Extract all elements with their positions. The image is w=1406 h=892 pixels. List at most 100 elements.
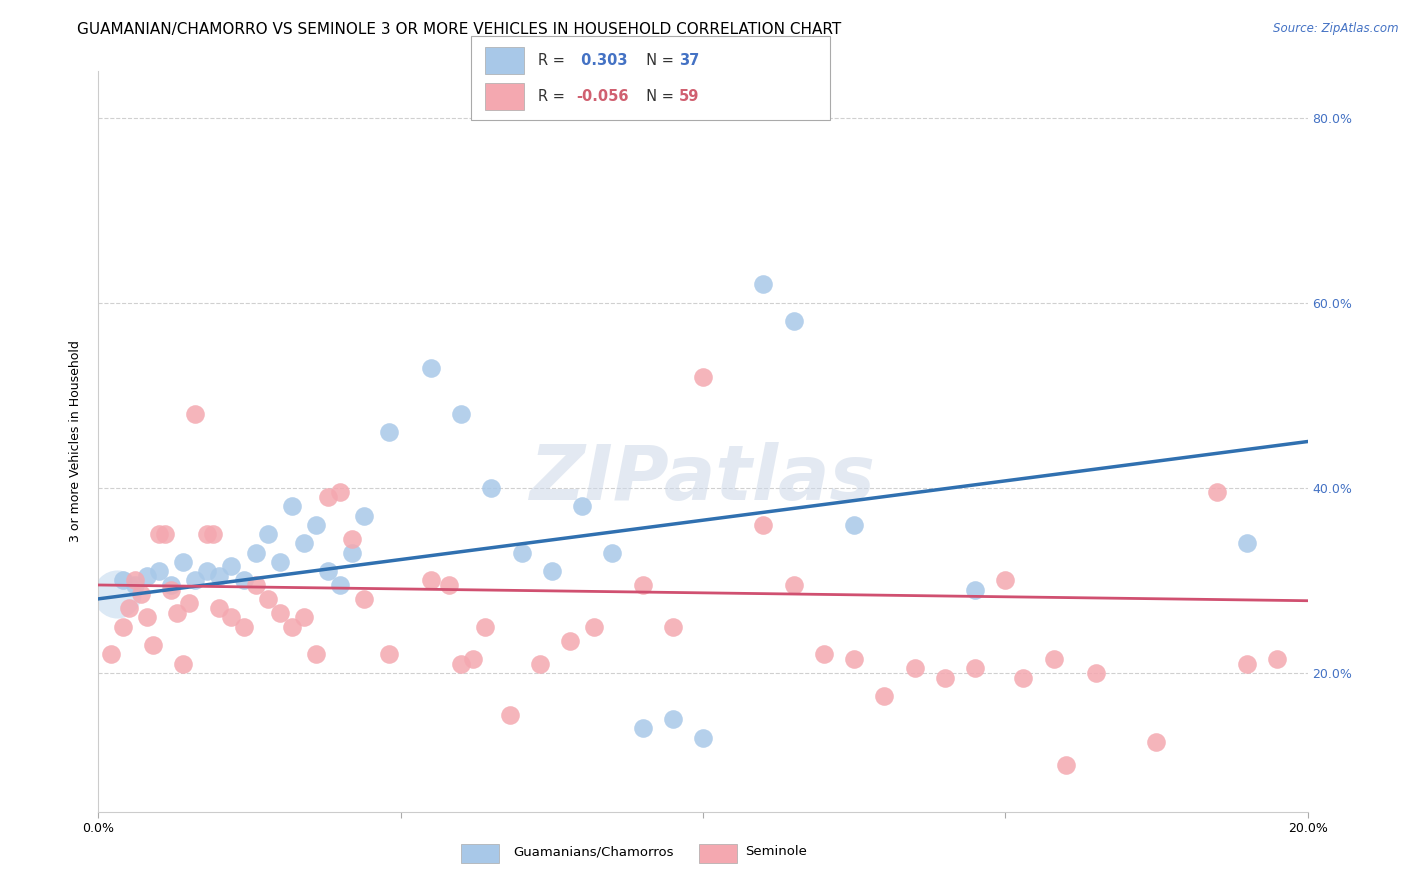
Point bbox=[269, 606, 291, 620]
Point bbox=[450, 407, 472, 421]
Text: 59: 59 bbox=[679, 89, 699, 103]
Point bbox=[752, 277, 775, 292]
Text: 37: 37 bbox=[679, 54, 699, 68]
Point bbox=[540, 564, 562, 578]
Point bbox=[142, 638, 165, 652]
Point bbox=[1042, 652, 1064, 666]
Text: N =: N = bbox=[637, 54, 679, 68]
Point bbox=[353, 591, 375, 606]
Point bbox=[844, 517, 866, 532]
Point bbox=[184, 407, 207, 421]
Text: GUAMANIAN/CHAMORRO VS SEMINOLE 3 OR MORE VEHICLES IN HOUSEHOLD CORRELATION CHART: GUAMANIAN/CHAMORRO VS SEMINOLE 3 OR MORE… bbox=[77, 22, 842, 37]
Point bbox=[783, 578, 806, 592]
Point bbox=[124, 574, 146, 588]
Point bbox=[463, 652, 485, 666]
Point bbox=[305, 517, 328, 532]
Point bbox=[474, 619, 496, 633]
Point bbox=[692, 369, 714, 384]
Point bbox=[329, 578, 352, 592]
Point bbox=[558, 633, 581, 648]
Point bbox=[245, 578, 267, 592]
Point bbox=[631, 578, 654, 592]
Point bbox=[305, 648, 328, 662]
Point bbox=[1236, 657, 1258, 671]
Point bbox=[269, 555, 291, 569]
Point bbox=[420, 360, 443, 375]
Point bbox=[813, 648, 835, 662]
Point bbox=[437, 578, 460, 592]
Point bbox=[844, 652, 866, 666]
Point bbox=[166, 606, 188, 620]
Point bbox=[221, 610, 243, 624]
Point bbox=[208, 568, 231, 582]
Point bbox=[661, 619, 683, 633]
Point bbox=[208, 601, 231, 615]
Point bbox=[353, 508, 375, 523]
Text: Guamanians/Chamorros: Guamanians/Chamorros bbox=[513, 846, 673, 858]
Point bbox=[316, 564, 339, 578]
Text: R =: R = bbox=[538, 89, 569, 103]
Point bbox=[602, 545, 624, 560]
Point bbox=[256, 591, 278, 606]
Point bbox=[172, 555, 194, 569]
Point bbox=[510, 545, 533, 560]
Point bbox=[1236, 536, 1258, 550]
Point bbox=[160, 582, 183, 597]
Y-axis label: 3 or more Vehicles in Household: 3 or more Vehicles in Household bbox=[69, 341, 83, 542]
Point bbox=[245, 545, 267, 560]
Point bbox=[583, 619, 606, 633]
Point bbox=[1085, 665, 1108, 680]
Point bbox=[100, 648, 122, 662]
Point bbox=[692, 731, 714, 745]
Text: Source: ZipAtlas.com: Source: ZipAtlas.com bbox=[1274, 22, 1399, 36]
Text: 0.303: 0.303 bbox=[576, 54, 628, 68]
Point bbox=[292, 536, 315, 550]
Point bbox=[124, 578, 146, 592]
Point bbox=[529, 657, 551, 671]
Point bbox=[631, 722, 654, 736]
Point bbox=[1012, 671, 1035, 685]
Point bbox=[292, 610, 315, 624]
Point bbox=[160, 578, 183, 592]
Point bbox=[752, 517, 775, 532]
Point bbox=[111, 574, 134, 588]
Point bbox=[232, 619, 254, 633]
Point bbox=[179, 597, 201, 611]
Point bbox=[111, 619, 134, 633]
Point bbox=[153, 527, 176, 541]
Point bbox=[281, 500, 304, 514]
Point bbox=[571, 500, 593, 514]
Text: -0.056: -0.056 bbox=[576, 89, 628, 103]
Point bbox=[281, 619, 304, 633]
Point bbox=[661, 712, 683, 726]
Point bbox=[221, 559, 243, 574]
Point bbox=[148, 564, 170, 578]
Point bbox=[316, 490, 339, 504]
Point bbox=[202, 527, 225, 541]
Point bbox=[1054, 758, 1077, 772]
Point bbox=[172, 657, 194, 671]
Point bbox=[195, 564, 218, 578]
Point bbox=[994, 574, 1017, 588]
Point bbox=[965, 661, 987, 675]
Point bbox=[934, 671, 956, 685]
Point bbox=[232, 574, 254, 588]
Text: Seminole: Seminole bbox=[745, 846, 807, 858]
Point bbox=[195, 527, 218, 541]
Point bbox=[148, 527, 170, 541]
Point bbox=[135, 610, 157, 624]
Text: ZIPatlas: ZIPatlas bbox=[530, 442, 876, 516]
Point bbox=[904, 661, 927, 675]
Point bbox=[118, 601, 141, 615]
Point bbox=[377, 425, 399, 440]
Point bbox=[129, 587, 152, 601]
Point bbox=[783, 314, 806, 328]
Point bbox=[481, 481, 503, 495]
Point bbox=[342, 545, 364, 560]
Text: N =: N = bbox=[637, 89, 679, 103]
Point bbox=[256, 527, 278, 541]
Point bbox=[1144, 735, 1167, 749]
Point bbox=[342, 532, 364, 546]
Point bbox=[1206, 485, 1229, 500]
Point bbox=[420, 574, 443, 588]
